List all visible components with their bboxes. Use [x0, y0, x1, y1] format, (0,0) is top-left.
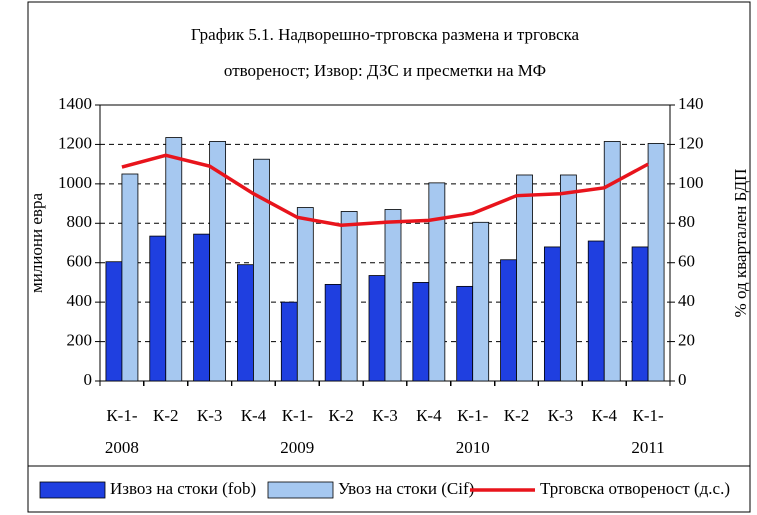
line: [121, 153, 649, 228]
y-tick-label: 600: [67, 252, 93, 271]
x-tick-label: К-2: [153, 406, 179, 425]
x-tick-label: 2011: [631, 438, 664, 457]
bar: [253, 158, 270, 382]
y-tick-label: 200: [67, 330, 93, 349]
bar: [121, 173, 139, 382]
bar: [500, 259, 517, 382]
bar: [516, 174, 533, 382]
bar: [456, 285, 474, 382]
y2-tick-label: 40: [678, 291, 695, 310]
x-tick-label: К-1-: [106, 406, 138, 425]
x-tick-label: К-3: [372, 406, 398, 425]
x-tick-label: 2008: [105, 438, 139, 457]
legend-label: Извоз на стоки (fob): [110, 479, 256, 498]
bar: [209, 141, 227, 382]
y-axis-label: милиони евра: [27, 193, 46, 293]
y2-tick-label: 140: [678, 94, 704, 113]
chart-title: отвореност; Извор: ДЗС и пресметки на МФ: [224, 61, 546, 80]
bar: [280, 301, 298, 382]
chart-title: График 5.1. Надворешно-трговска размена …: [191, 25, 580, 44]
x-tick-label: К-1-: [632, 406, 664, 425]
legend-swatch: [39, 481, 106, 499]
y2-tick-label: 20: [678, 330, 695, 349]
bar: [149, 235, 167, 382]
bar: [193, 233, 211, 382]
bar: [647, 143, 665, 382]
x-tick-label: 2009: [280, 438, 314, 457]
legend-label: Увоз на стоки (Cif): [338, 479, 474, 498]
bar: [340, 211, 358, 382]
bar: [384, 209, 402, 382]
bar: [368, 275, 386, 382]
bar: [631, 246, 649, 382]
y-tick-label: 800: [67, 212, 93, 231]
bar: [165, 137, 183, 382]
y2-tick-label: 100: [678, 173, 704, 192]
bar: [105, 261, 123, 382]
legend-label: Трговска отвореност (д.с.): [540, 479, 730, 498]
bar: [324, 283, 342, 382]
x-tick-label: К-1-: [282, 406, 314, 425]
y2-tick-label: 60: [678, 252, 695, 271]
x-tick-label: К-2: [504, 406, 530, 425]
bar: [603, 141, 621, 382]
x-tick-label: К-1-: [457, 406, 489, 425]
y-tick-label: 1400: [58, 94, 92, 113]
bar: [559, 174, 577, 382]
y2-tick-label: 80: [678, 212, 695, 231]
frame: [27, 1, 751, 513]
y2-tick-label: 0: [678, 370, 687, 389]
bar: [472, 221, 490, 382]
bar: [412, 282, 430, 382]
x-tick-label: К-4: [591, 406, 617, 425]
x-tick-label: 2010: [456, 438, 490, 457]
bar: [237, 264, 254, 382]
bar: [296, 207, 314, 382]
y2-tick-label: 120: [678, 133, 704, 152]
legend-swatch: [267, 481, 334, 499]
y-tick-label: 1200: [58, 133, 92, 152]
x-tick-label: К-3: [548, 406, 574, 425]
x-tick-label: К-4: [241, 406, 267, 425]
x-tick-label: К-4: [416, 406, 442, 425]
y-tick-label: 1000: [58, 173, 92, 192]
bar: [587, 240, 605, 382]
bar: [543, 246, 561, 382]
bar: [428, 182, 446, 382]
y-tick-label: 0: [84, 370, 93, 389]
y-tick-label: 400: [67, 291, 93, 310]
x-tick-label: К-3: [197, 406, 223, 425]
x-tick-label: К-2: [328, 406, 354, 425]
y2-axis-label: % од квартален БДП: [731, 169, 750, 318]
